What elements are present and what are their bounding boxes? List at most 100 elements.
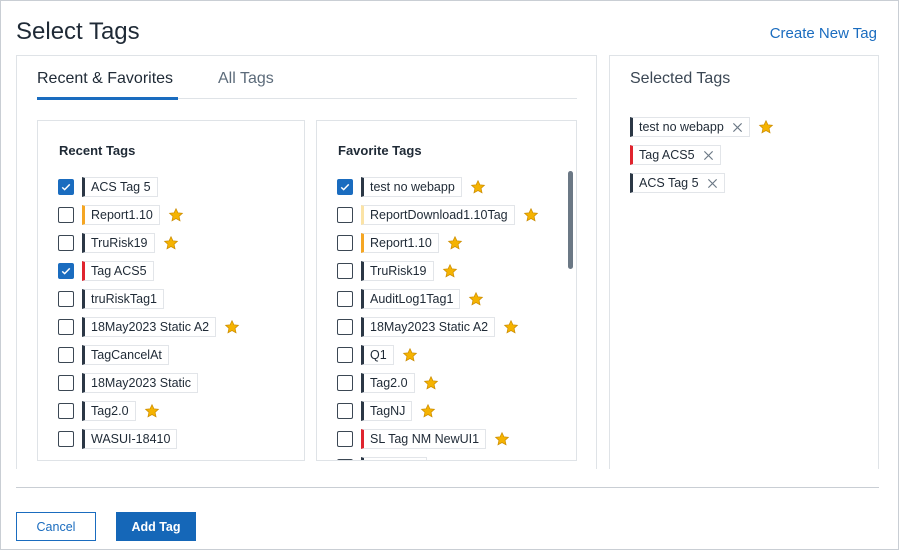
- tag-row[interactable]: TagNJ: [337, 397, 576, 425]
- cancel-button[interactable]: Cancel: [16, 512, 96, 541]
- remove-tag-icon[interactable]: [707, 178, 718, 189]
- favorite-tags-title: Favorite Tags: [338, 143, 422, 158]
- tag-row[interactable]: Tag ACS5: [58, 257, 304, 285]
- tag-chip: test no webapp: [361, 177, 462, 197]
- star-icon[interactable]: [420, 403, 436, 419]
- tag-row[interactable]: TruRisk19: [337, 257, 576, 285]
- tag-row[interactable]: SL Tag NM NewUI1: [337, 425, 576, 453]
- selected-tag-chip: Tag ACS5: [630, 145, 721, 165]
- tab-recent-favorites[interactable]: Recent & Favorites: [37, 70, 174, 87]
- selected-tag-chip: ACS Tag 5: [630, 173, 725, 193]
- tag-checkbox[interactable]: [58, 347, 74, 363]
- tag-checkbox[interactable]: [58, 375, 74, 391]
- star-icon[interactable]: [447, 235, 463, 251]
- selected-tags-title: Selected Tags: [630, 70, 731, 87]
- tag-checkbox[interactable]: [337, 235, 353, 251]
- tag-checkbox[interactable]: [337, 459, 353, 460]
- tag-chip: Q1: [361, 345, 394, 365]
- tag-row[interactable]: [337, 453, 576, 461]
- tag-checkbox[interactable]: [337, 319, 353, 335]
- star-icon[interactable]: [168, 207, 184, 223]
- favorite-list-scrollbar[interactable]: [568, 171, 573, 269]
- tag-chip: TagNJ: [361, 401, 413, 421]
- tag-checkbox[interactable]: [337, 291, 353, 307]
- tag-checkbox[interactable]: [337, 207, 353, 223]
- recent-tags-list: ACS Tag 5 Report1.10 TruRisk19 Tag ACS5 truR…: [58, 173, 304, 453]
- tag-chip: Tag ACS5: [82, 261, 154, 281]
- star-icon[interactable]: [435, 459, 451, 461]
- recent-tags-title: Recent Tags: [59, 143, 136, 158]
- star-icon[interactable]: [144, 403, 160, 419]
- star-icon[interactable]: [163, 235, 179, 251]
- selected-tag-row: Tag ACS5: [630, 141, 774, 169]
- tag-checkbox[interactable]: [337, 347, 353, 363]
- tag-row[interactable]: Tag2.0: [337, 369, 576, 397]
- recent-tags-box: Recent Tags ACS Tag 5 Report1.10 TruRisk19…: [37, 120, 305, 461]
- favorite-tags-box: Favorite Tags test no webapp ReportDownlo…: [316, 120, 577, 461]
- selected-tag-label: Tag ACS5: [639, 148, 695, 162]
- star-icon[interactable]: [503, 319, 519, 335]
- tag-row[interactable]: Report1.10: [337, 229, 576, 257]
- tag-row[interactable]: TruRisk19: [58, 229, 304, 257]
- tab-all-tags[interactable]: All Tags: [218, 70, 274, 87]
- tag-checkbox[interactable]: [58, 263, 74, 279]
- footer-divider: [16, 487, 879, 488]
- star-icon[interactable]: [470, 179, 486, 195]
- remove-tag-icon[interactable]: [732, 122, 743, 133]
- tag-chip: 18May2023 Static A2: [361, 317, 496, 337]
- tag-row[interactable]: Tag2.0: [58, 397, 304, 425]
- selected-tags-list: test no webapp Tag ACS5 ACS Tag 5: [630, 113, 774, 197]
- selected-tags-panel: Selected Tags test no webapp Tag ACS5 ACS …: [609, 55, 879, 469]
- tag-checkbox[interactable]: [337, 263, 353, 279]
- tag-row[interactable]: truRiskTag1: [58, 285, 304, 313]
- tag-row[interactable]: Report1.10: [58, 201, 304, 229]
- tag-row[interactable]: ACS Tag 5: [58, 173, 304, 201]
- tag-checkbox[interactable]: [58, 179, 74, 195]
- tag-checkbox[interactable]: [58, 431, 74, 447]
- selected-tag-label: test no webapp: [639, 120, 724, 134]
- tag-chip: Report1.10: [82, 205, 160, 225]
- tag-checkbox[interactable]: [58, 235, 74, 251]
- star-icon[interactable]: [224, 319, 240, 335]
- selected-tag-chip: test no webapp: [630, 117, 750, 137]
- star-icon[interactable]: [758, 119, 774, 135]
- tag-row[interactable]: TagCancelAt: [58, 341, 304, 369]
- star-icon[interactable]: [423, 375, 439, 391]
- star-icon[interactable]: [442, 263, 458, 279]
- selected-tag-label: ACS Tag 5: [639, 176, 699, 190]
- star-icon[interactable]: [468, 291, 484, 307]
- tag-checkbox[interactable]: [58, 403, 74, 419]
- tag-chip: TruRisk19: [361, 261, 434, 281]
- tag-chip: TruRisk19: [82, 233, 155, 253]
- tag-chip: [361, 457, 427, 460]
- remove-tag-icon[interactable]: [703, 150, 714, 161]
- tab-bar: Recent & Favorites All Tags: [37, 56, 577, 100]
- tag-chip: AuditLog1Tag1: [361, 289, 461, 309]
- tag-row[interactable]: WASUI-18410: [58, 425, 304, 453]
- tag-checkbox[interactable]: [58, 291, 74, 307]
- tag-chip: truRiskTag1: [82, 289, 164, 309]
- star-icon[interactable]: [402, 347, 418, 363]
- tag-checkbox[interactable]: [337, 403, 353, 419]
- tag-row[interactable]: AuditLog1Tag1: [337, 285, 576, 313]
- tag-row[interactable]: test no webapp: [337, 173, 576, 201]
- tag-row[interactable]: 18May2023 Static A2: [58, 313, 304, 341]
- tag-checkbox[interactable]: [58, 319, 74, 335]
- tag-row[interactable]: 18May2023 Static: [58, 369, 304, 397]
- tag-chip: ACS Tag 5: [82, 177, 158, 197]
- tag-checkbox[interactable]: [337, 179, 353, 195]
- star-icon[interactable]: [523, 207, 539, 223]
- tag-checkbox[interactable]: [337, 431, 353, 447]
- tag-row[interactable]: ReportDownload1.10Tag: [337, 201, 576, 229]
- selected-tag-row: ACS Tag 5: [630, 169, 774, 197]
- tag-checkbox[interactable]: [337, 375, 353, 391]
- tag-checkbox[interactable]: [58, 207, 74, 223]
- create-new-tag-link[interactable]: Create New Tag: [769, 25, 877, 42]
- tag-chip: 18May2023 Static A2: [82, 317, 217, 337]
- tag-chip: Tag2.0: [82, 401, 136, 421]
- star-icon[interactable]: [494, 431, 510, 447]
- tag-row[interactable]: Q1: [337, 341, 576, 369]
- add-tag-button[interactable]: Add Tag: [116, 512, 196, 541]
- tag-row[interactable]: 18May2023 Static A2: [337, 313, 576, 341]
- selected-tag-row: test no webapp: [630, 113, 774, 141]
